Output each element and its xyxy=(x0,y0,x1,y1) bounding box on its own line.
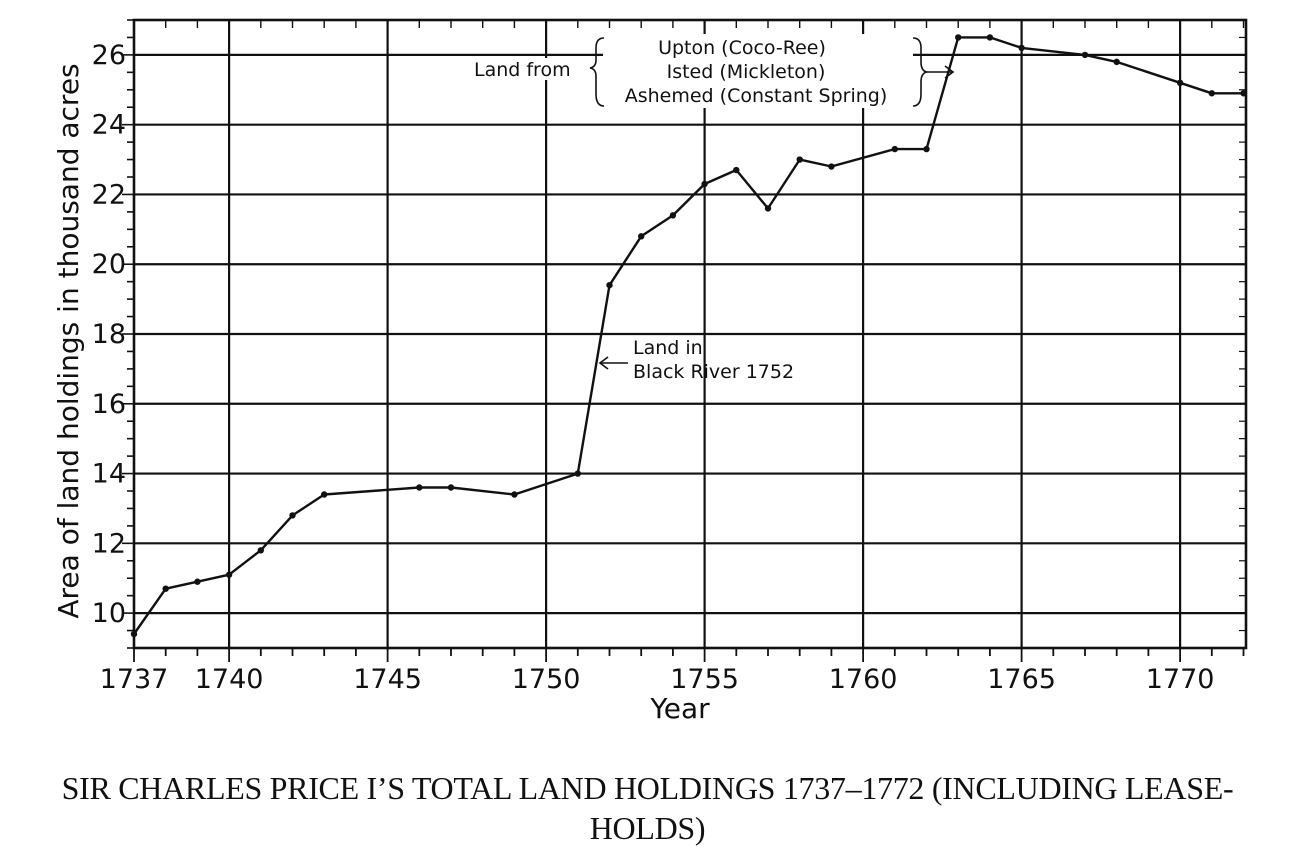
data-point-1772 xyxy=(1240,90,1247,97)
data-point-1764 xyxy=(986,34,994,41)
x-tick-label-1737: 1737 xyxy=(100,664,169,695)
series-line-0 xyxy=(133,36,1244,635)
annotation-item-isted: Isted (Mickleton) xyxy=(667,61,826,83)
y-tick-label-18: 18 xyxy=(92,319,126,350)
data-point-1753 xyxy=(638,233,645,240)
series xyxy=(130,34,1247,638)
y-tick-label-12: 12 xyxy=(92,528,126,559)
x-tick-label-1770: 1770 xyxy=(1146,664,1215,695)
x-tick-label-1750: 1750 xyxy=(512,664,581,695)
annotation-land-from-bg xyxy=(470,58,570,80)
data-point-1762 xyxy=(923,145,930,153)
annotation-left-brace xyxy=(589,37,605,107)
annotation-item-ashemed: Ashemed (Constant Spring) xyxy=(625,85,888,107)
chart: 1737 1740 1745 1750 1755 1760 1765 1770 1012141… xyxy=(52,18,1248,725)
data-point-1740 xyxy=(225,571,233,578)
annotation-right-brace xyxy=(912,37,928,107)
data-point-1759 xyxy=(828,163,835,170)
data-point-1747 xyxy=(447,484,455,491)
annotation-item-upton: Upton (Coco-Ree) xyxy=(658,37,826,59)
data-point-1758 xyxy=(796,156,803,163)
x-tick-labels: 1737 1740 1745 1750 1755 1760 1765 1770 xyxy=(100,664,1215,695)
x-tick-label-1765: 1765 xyxy=(987,664,1056,695)
data-point-1741 xyxy=(257,547,264,554)
data-point-1761 xyxy=(891,145,898,153)
data-point-1738 xyxy=(162,585,169,592)
data-point-1771 xyxy=(1208,90,1216,97)
annotation-land-from-arrowhead xyxy=(944,65,955,79)
x-tick-label-1745: 1745 xyxy=(353,664,422,695)
x-tick-label-1760: 1760 xyxy=(829,664,898,695)
caption-line-2: HOLDS) xyxy=(589,810,706,846)
data-point-1746 xyxy=(416,484,423,491)
annotation-black-river-arrowhead xyxy=(598,356,609,370)
y-axis-title: Area of land holdings in thousand acres xyxy=(52,63,85,618)
x-axis-title: Year xyxy=(649,692,710,725)
data-point-1742 xyxy=(289,512,296,519)
grid xyxy=(134,20,1246,648)
y-tick-label-14: 14 xyxy=(92,459,126,490)
data-point-1756 xyxy=(733,166,740,174)
data-point-1763 xyxy=(955,34,962,41)
data-point-1754 xyxy=(669,212,677,219)
y-tick-label-10: 10 xyxy=(92,598,126,629)
annotation-land-from: Land from xyxy=(474,59,571,81)
data-point-1751 xyxy=(574,470,581,477)
data-point-1768 xyxy=(1113,58,1120,66)
caption-line-1: SIR CHARLES PRICE I’S TOTAL LAND HOLDING… xyxy=(61,770,1234,806)
y-tick-label-22: 22 xyxy=(92,179,126,210)
data-point-1752 xyxy=(606,281,613,289)
y-tick-label-24: 24 xyxy=(92,110,126,141)
annotations: Land in Black River 1752 Land from Upton… xyxy=(470,34,955,383)
y-tick-labels: 10 12 14 16 18 20 22 24 26 xyxy=(92,40,126,629)
x-tick-label-1755: 1755 xyxy=(670,664,739,695)
data-point-1737 xyxy=(130,630,138,638)
data-point-1755 xyxy=(701,180,708,188)
data-point-1749 xyxy=(511,491,518,498)
tick-marks xyxy=(122,19,1246,662)
chart-caption: SIR CHARLES PRICE I’S TOTAL LAND HOLDING… xyxy=(0,768,1295,848)
data-point-1743 xyxy=(321,491,328,498)
annotation-black-river-line1: Land in xyxy=(633,337,703,359)
data-point-1765 xyxy=(1018,44,1025,52)
data-point-1757 xyxy=(764,205,772,212)
data-point-1767 xyxy=(1081,51,1089,59)
annotation-black-river-line2: Black River 1752 xyxy=(633,361,794,383)
annotation-items-bg xyxy=(603,34,913,108)
y-tick-label-20: 20 xyxy=(92,249,126,280)
y-tick-label-26: 26 xyxy=(92,40,126,71)
data-point-1739 xyxy=(194,578,201,585)
y-tick-label-16: 16 xyxy=(92,389,126,420)
data-point-1770 xyxy=(1176,79,1184,87)
x-tick-label-1740: 1740 xyxy=(195,664,264,695)
